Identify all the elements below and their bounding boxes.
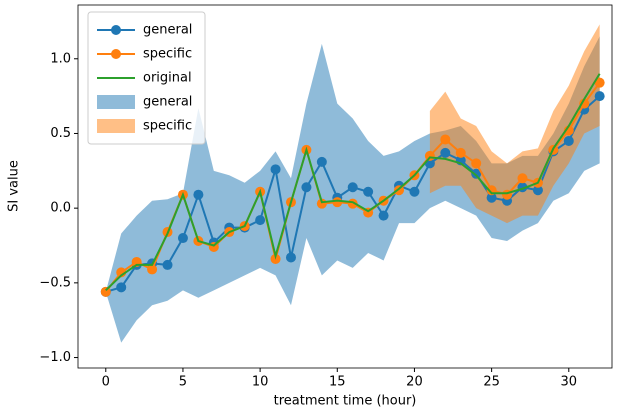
- legend-label: specific: [143, 119, 192, 134]
- data-point: [255, 215, 266, 226]
- data-point: [440, 134, 451, 145]
- y-tick-label: 1.0: [50, 51, 71, 66]
- data-point: [116, 282, 127, 293]
- y-tick-label: −1.0: [39, 350, 71, 365]
- x-tick-label: 15: [329, 375, 346, 390]
- data-point: [285, 252, 296, 263]
- data-point: [440, 147, 451, 158]
- x-tick-label: 5: [179, 375, 187, 390]
- data-point: [579, 98, 590, 109]
- legend-label: specific: [143, 47, 192, 62]
- legend-swatch: [97, 95, 135, 109]
- data-point: [100, 286, 111, 297]
- data-point: [162, 259, 173, 270]
- legend-box: [87, 11, 206, 145]
- legend: general specific original general specific: [87, 11, 206, 145]
- legend-label: original: [143, 71, 192, 86]
- legend-marker: [111, 49, 121, 59]
- legend-label: general: [143, 95, 192, 110]
- x-tick-label: 25: [483, 375, 500, 390]
- data-point: [147, 264, 158, 275]
- data-point: [424, 150, 435, 161]
- data-point: [532, 185, 543, 196]
- data-point: [301, 182, 312, 193]
- data-point: [471, 168, 482, 179]
- data-point: [517, 173, 528, 184]
- data-point: [563, 135, 574, 146]
- legend-label: general: [143, 23, 192, 38]
- y-tick-label: −0.5: [39, 275, 71, 290]
- data-point: [486, 192, 497, 203]
- x-tick-label: 30: [561, 375, 578, 390]
- x-tick-label: 10: [252, 375, 269, 390]
- legend-swatch: [97, 119, 135, 133]
- data-point: [378, 210, 389, 221]
- x-axis-label: treatment time (hour): [274, 394, 417, 409]
- data-point: [270, 164, 281, 175]
- data-point: [594, 77, 605, 88]
- x-tick-label: 0: [102, 375, 110, 390]
- data-point: [455, 147, 466, 158]
- y-axis-label: SI value: [7, 160, 22, 212]
- data-point: [409, 186, 420, 197]
- data-point: [471, 158, 482, 169]
- data-point: [363, 186, 374, 197]
- y-tick-label: 0.5: [50, 126, 71, 141]
- x-tick-label: 20: [406, 375, 423, 390]
- data-point: [594, 91, 605, 102]
- data-point: [177, 233, 188, 244]
- data-point: [332, 197, 343, 208]
- plot-frame: [77, 4, 613, 369]
- data-point: [316, 156, 327, 167]
- data-point: [347, 182, 358, 193]
- series-line: [105, 73, 601, 292]
- data-point: [193, 189, 204, 200]
- y-tick-label: 0.0: [50, 201, 71, 216]
- legend-marker: [111, 25, 121, 35]
